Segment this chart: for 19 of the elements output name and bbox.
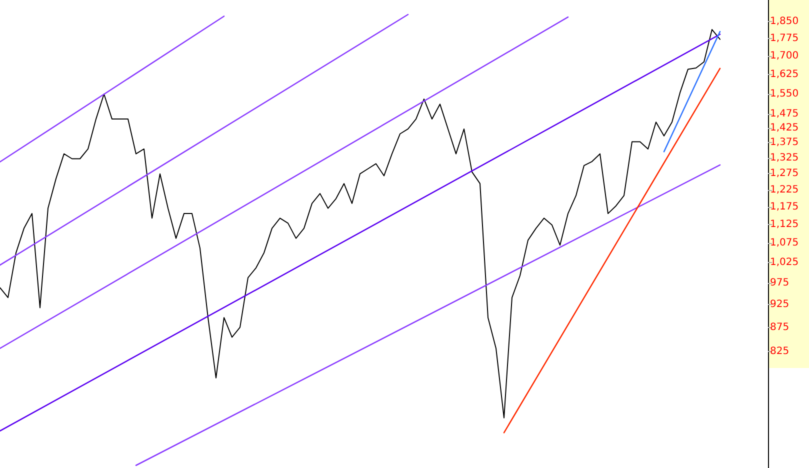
y-tick-label: 1,025 xyxy=(770,257,799,268)
y-tick-label: 1,275 xyxy=(770,168,799,180)
y-tick-label: 1,550 xyxy=(770,88,799,100)
y-tick-label: 1,475 xyxy=(770,108,799,120)
y-tick-label: 1,850 xyxy=(770,16,799,27)
y-tick-label: 825 xyxy=(770,346,790,357)
y-tick-label: 1,125 xyxy=(770,219,799,230)
y-tick-label: 1,700 xyxy=(770,50,799,62)
y-tick-label: 1,625 xyxy=(770,68,799,80)
y-tick-label: 1,425 xyxy=(770,122,799,134)
y-tick-label: 1,775 xyxy=(770,32,799,44)
y-tick-label: 1,225 xyxy=(770,184,799,196)
y-tick-label: 875 xyxy=(770,322,790,333)
y-tick-label: 925 xyxy=(770,299,790,310)
y-tick-label: 1,375 xyxy=(770,137,799,148)
y-tick-label: 1,325 xyxy=(770,152,799,164)
y-tick-label: 1,175 xyxy=(770,201,799,212)
y-tick-label: 975 xyxy=(770,278,790,289)
y-tick-label: 1,075 xyxy=(770,238,799,249)
